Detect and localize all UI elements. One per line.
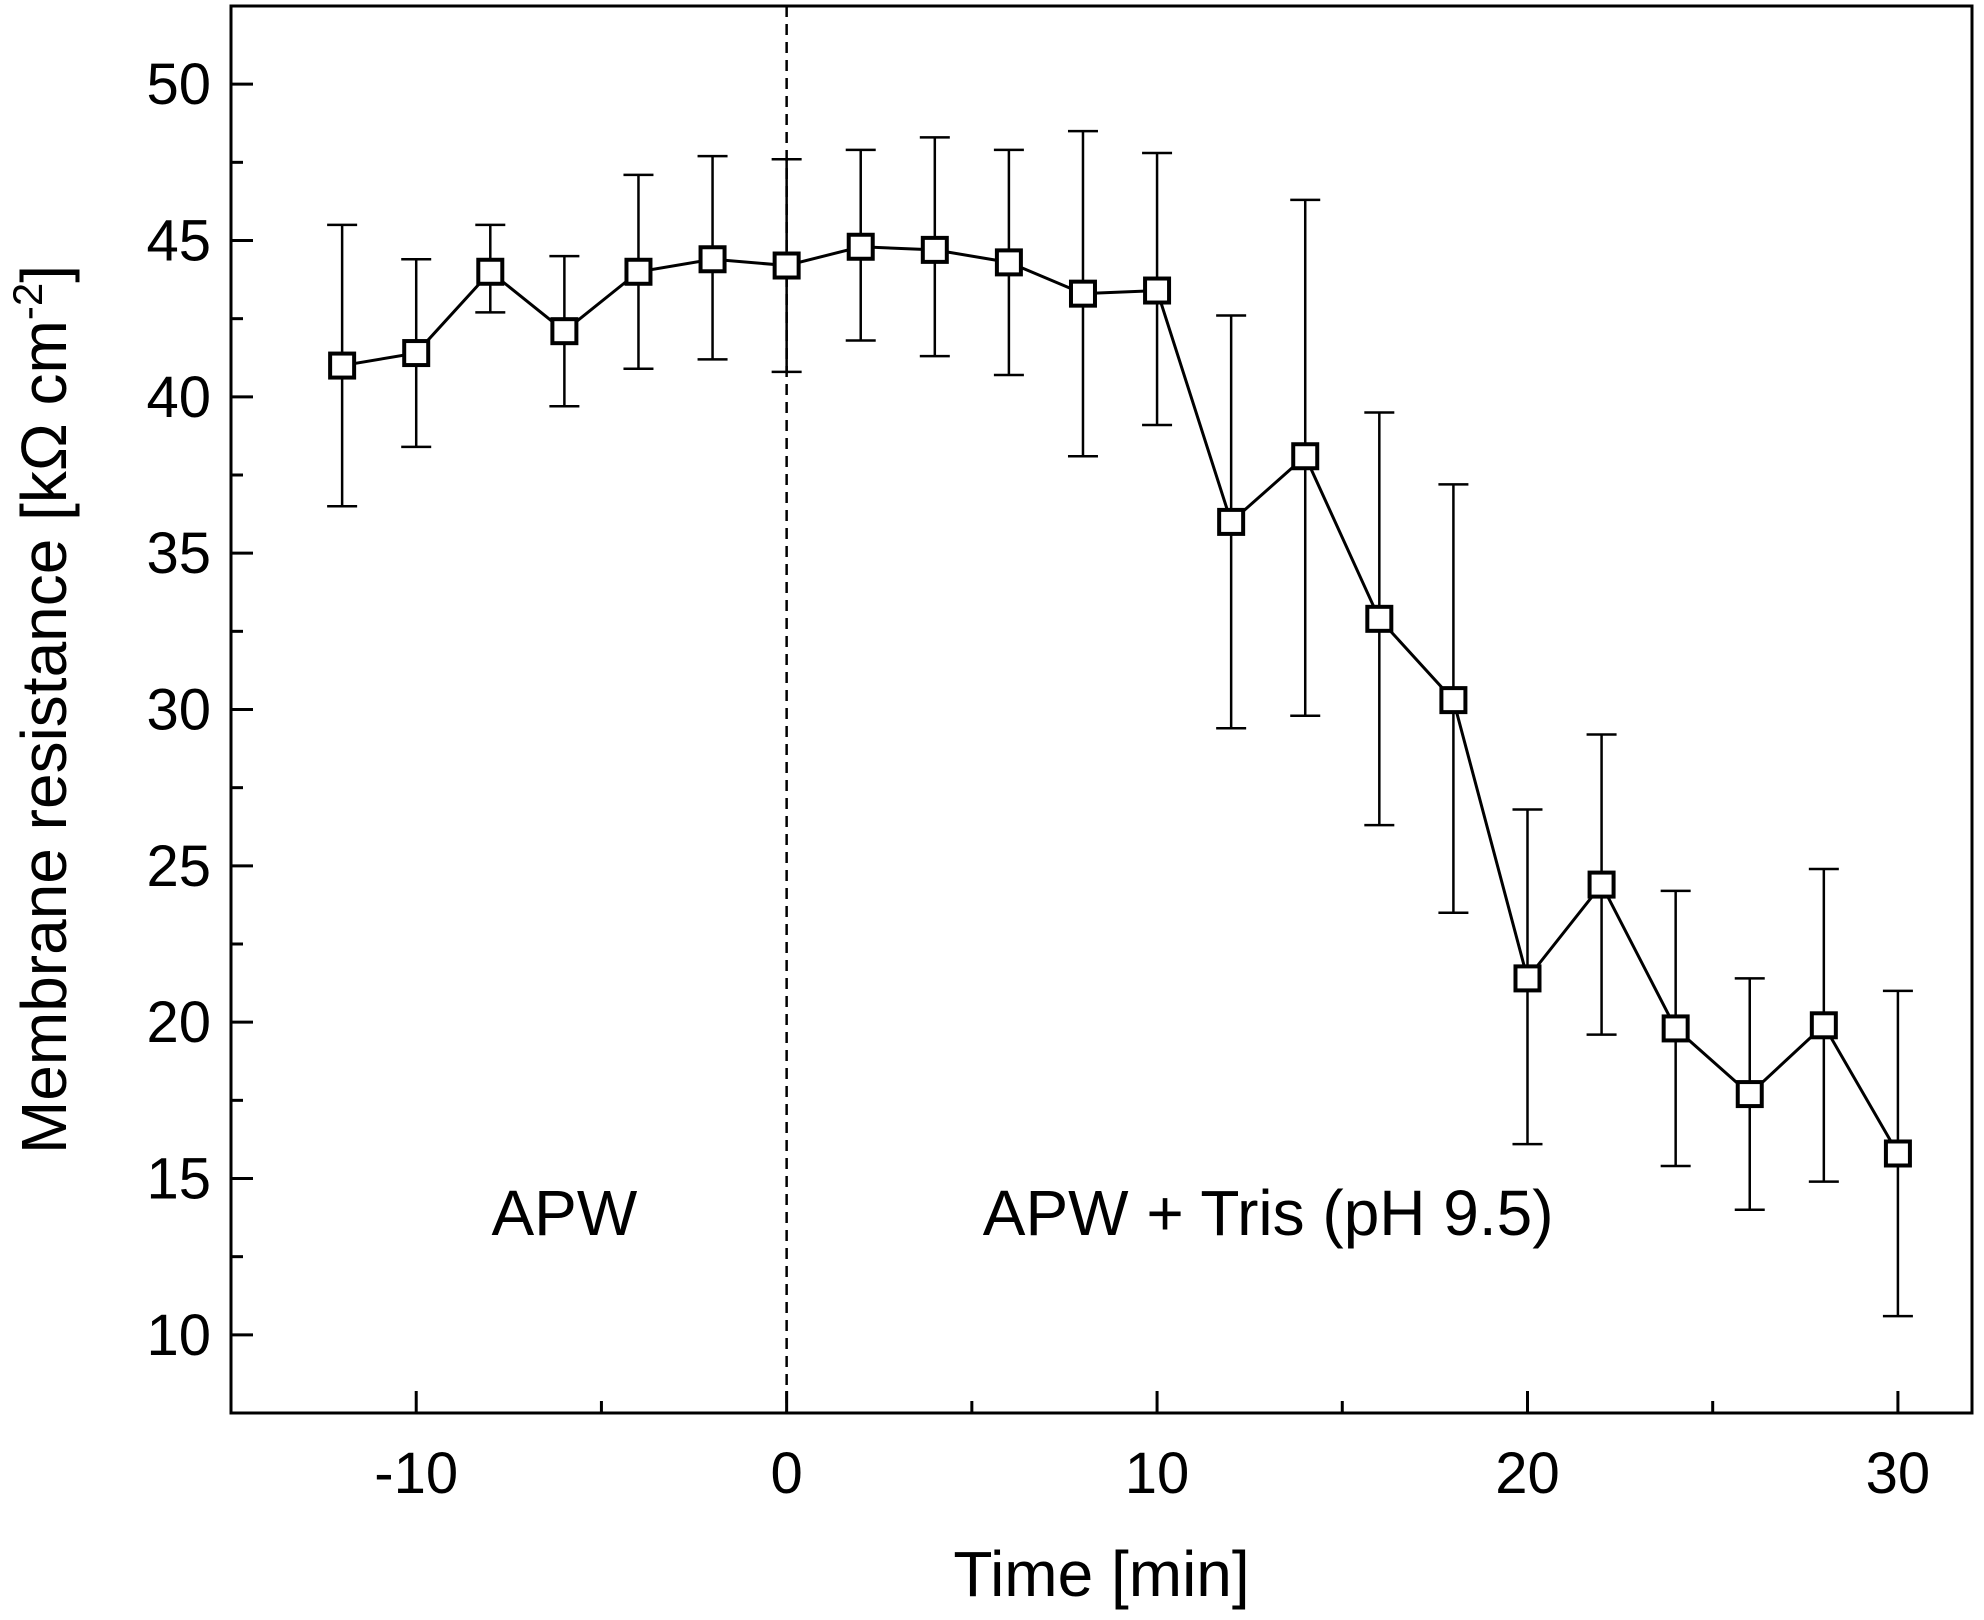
region-label: APW <box>491 1177 637 1249</box>
y-tick-label: 10 <box>146 1303 211 1368</box>
x-axis-label: Time [min] <box>953 1538 1249 1610</box>
data-point <box>402 339 431 368</box>
y-tick-label: 35 <box>146 521 211 586</box>
y-axis-label-close: ] <box>8 265 80 283</box>
data-point <box>1513 964 1542 993</box>
y-axis-label-superscript: -2 <box>4 283 51 320</box>
y-tick-label: 30 <box>146 678 211 743</box>
y-tick-label: 45 <box>146 209 211 274</box>
data-point <box>1587 870 1616 899</box>
y-tick-label: 20 <box>146 990 211 1055</box>
x-tick-labels: -10 0 10 20 30 <box>374 1441 1930 1506</box>
data-point <box>476 257 505 286</box>
data-point <box>1291 442 1320 471</box>
data-point <box>1661 1014 1690 1043</box>
y-axis-label-main: Membrane resistance [kΩ cm <box>8 320 80 1154</box>
x-tick-label: 10 <box>1125 1441 1190 1506</box>
data-point <box>328 351 357 380</box>
axis-ticks <box>229 82 1900 1413</box>
data-point <box>624 257 653 286</box>
y-axis-label: Membrane resistance [kΩ cm-2] <box>4 265 80 1154</box>
series-line <box>341 245 1900 1155</box>
x-tick-label: 30 <box>1866 1441 1931 1506</box>
data-point <box>1143 276 1172 305</box>
data-markers <box>328 232 1912 1168</box>
x-tick-label: 20 <box>1495 1441 1560 1506</box>
y-tick-label: 25 <box>146 834 211 899</box>
x-tick-label: -10 <box>374 1441 458 1506</box>
y-tick-labels: 10 15 20 25 30 35 40 45 50 <box>146 52 211 1368</box>
data-point <box>1883 1139 1912 1168</box>
data-point <box>550 317 579 346</box>
data-point <box>1439 686 1468 715</box>
y-tick-label: 15 <box>146 1147 211 1212</box>
data-point <box>1365 604 1394 633</box>
region-label: APW + Tris (pH 9.5) <box>983 1177 1554 1249</box>
data-point <box>1809 1011 1838 1040</box>
annotations: APW APW + Tris (pH 9.5) <box>491 1177 1553 1249</box>
error-bars <box>327 129 1913 1318</box>
data-point <box>994 248 1023 277</box>
data-point <box>920 235 949 264</box>
data-point <box>1735 1080 1764 1109</box>
data-point <box>1217 507 1246 536</box>
data-point <box>846 232 875 261</box>
data-point <box>772 251 801 280</box>
y-tick-label: 50 <box>146 52 211 117</box>
x-tick-label: 0 <box>771 1441 803 1506</box>
data-point <box>698 245 727 274</box>
y-tick-label: 40 <box>146 365 211 430</box>
data-point <box>1068 279 1097 308</box>
